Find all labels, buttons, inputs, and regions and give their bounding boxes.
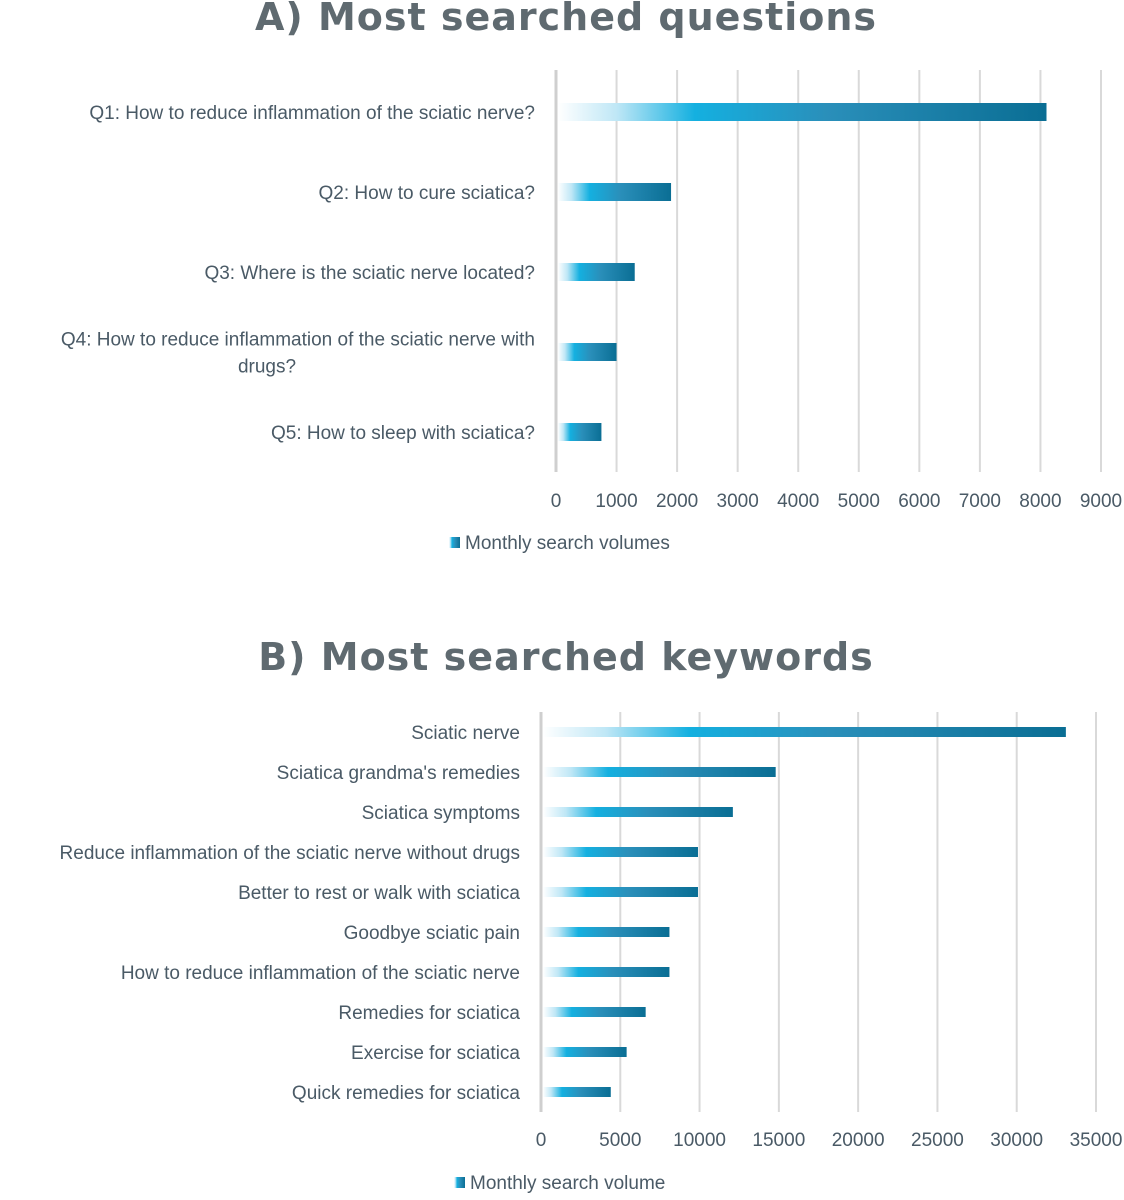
bar <box>543 1007 646 1017</box>
bar <box>558 103 1047 121</box>
chart-most-searched-questions: A) Most searched questions 0 1000 2000 3000 4… <box>61 0 1122 554</box>
x-tick-label: 3000 <box>717 491 759 512</box>
bar <box>543 807 733 817</box>
x-tick-label: 15000 <box>752 1130 805 1151</box>
legend: Monthly search volumes <box>449 533 670 554</box>
x-tick-label: 35000 <box>1070 1130 1123 1151</box>
chart-most-searched-keywords: B) Most searched keywords 0 5000 10000 15000… <box>60 635 1123 1194</box>
category-label: How to reduce inflammation of the sciati… <box>121 963 520 984</box>
category-label: Remedies for sciatica <box>338 1003 520 1024</box>
category-label: Exercise for sciatica <box>351 1043 520 1064</box>
x-tick-label: 5000 <box>599 1130 641 1151</box>
bar <box>543 967 670 977</box>
legend: Monthly search volume <box>454 1173 665 1194</box>
bar <box>543 727 1066 737</box>
bar <box>543 767 776 777</box>
x-tick-label: 10000 <box>673 1130 726 1151</box>
category-label: Q5: How to sleep with sciatica? <box>271 423 535 444</box>
category-label: Q4: How to reduce inflammation of the sc… <box>61 330 535 351</box>
bar <box>543 1047 627 1057</box>
x-tick-label: 5000 <box>838 491 880 512</box>
x-tick-label: 9000 <box>1080 491 1122 512</box>
x-tick-label: 0 <box>551 491 562 512</box>
category-label: Sciatic nerve <box>411 723 520 744</box>
bar <box>558 343 617 361</box>
x-tick-label: 8000 <box>1019 491 1061 512</box>
legend-label: Monthly search volumes <box>465 533 670 554</box>
bar <box>543 927 670 937</box>
bar <box>558 423 602 441</box>
category-label: Sciatica symptoms <box>362 803 520 824</box>
x-tick-label: 25000 <box>911 1130 964 1151</box>
x-tick-label: 20000 <box>832 1130 885 1151</box>
x-tick-label: 30000 <box>990 1130 1043 1151</box>
x-tick-label: 4000 <box>777 491 819 512</box>
bar <box>543 887 698 897</box>
legend-swatch <box>449 537 460 548</box>
category-label: Q3: Where is the sciatic nerve located? <box>204 263 535 284</box>
category-label: Sciatica grandma's remedies <box>277 763 520 784</box>
category-label: Q1: How to reduce inflammation of the sc… <box>89 103 535 124</box>
x-tick-label: 7000 <box>959 491 1001 512</box>
chart-title: A) Most searched questions <box>255 0 877 39</box>
bar <box>558 263 635 281</box>
category-label: Quick remedies for sciatica <box>292 1083 521 1104</box>
x-tick-label: 2000 <box>656 491 698 512</box>
category-label: Q2: How to cure sciatica? <box>319 183 535 204</box>
category-label: Reduce inflammation of the sciatic nerve… <box>60 843 520 864</box>
bar <box>558 183 672 201</box>
x-tick-label: 1000 <box>595 491 637 512</box>
chart-title: B) Most searched keywords <box>258 635 874 679</box>
legend-label: Monthly search volume <box>470 1173 665 1194</box>
legend-swatch <box>454 1177 465 1188</box>
x-tick-label: 0 <box>536 1130 547 1151</box>
category-label: drugs? <box>238 357 296 378</box>
bar <box>543 847 698 857</box>
category-label: Better to rest or walk with sciatica <box>238 883 520 904</box>
category-label: Goodbye sciatic pain <box>344 923 520 944</box>
x-tick-label: 6000 <box>898 491 940 512</box>
bar <box>543 1087 611 1097</box>
